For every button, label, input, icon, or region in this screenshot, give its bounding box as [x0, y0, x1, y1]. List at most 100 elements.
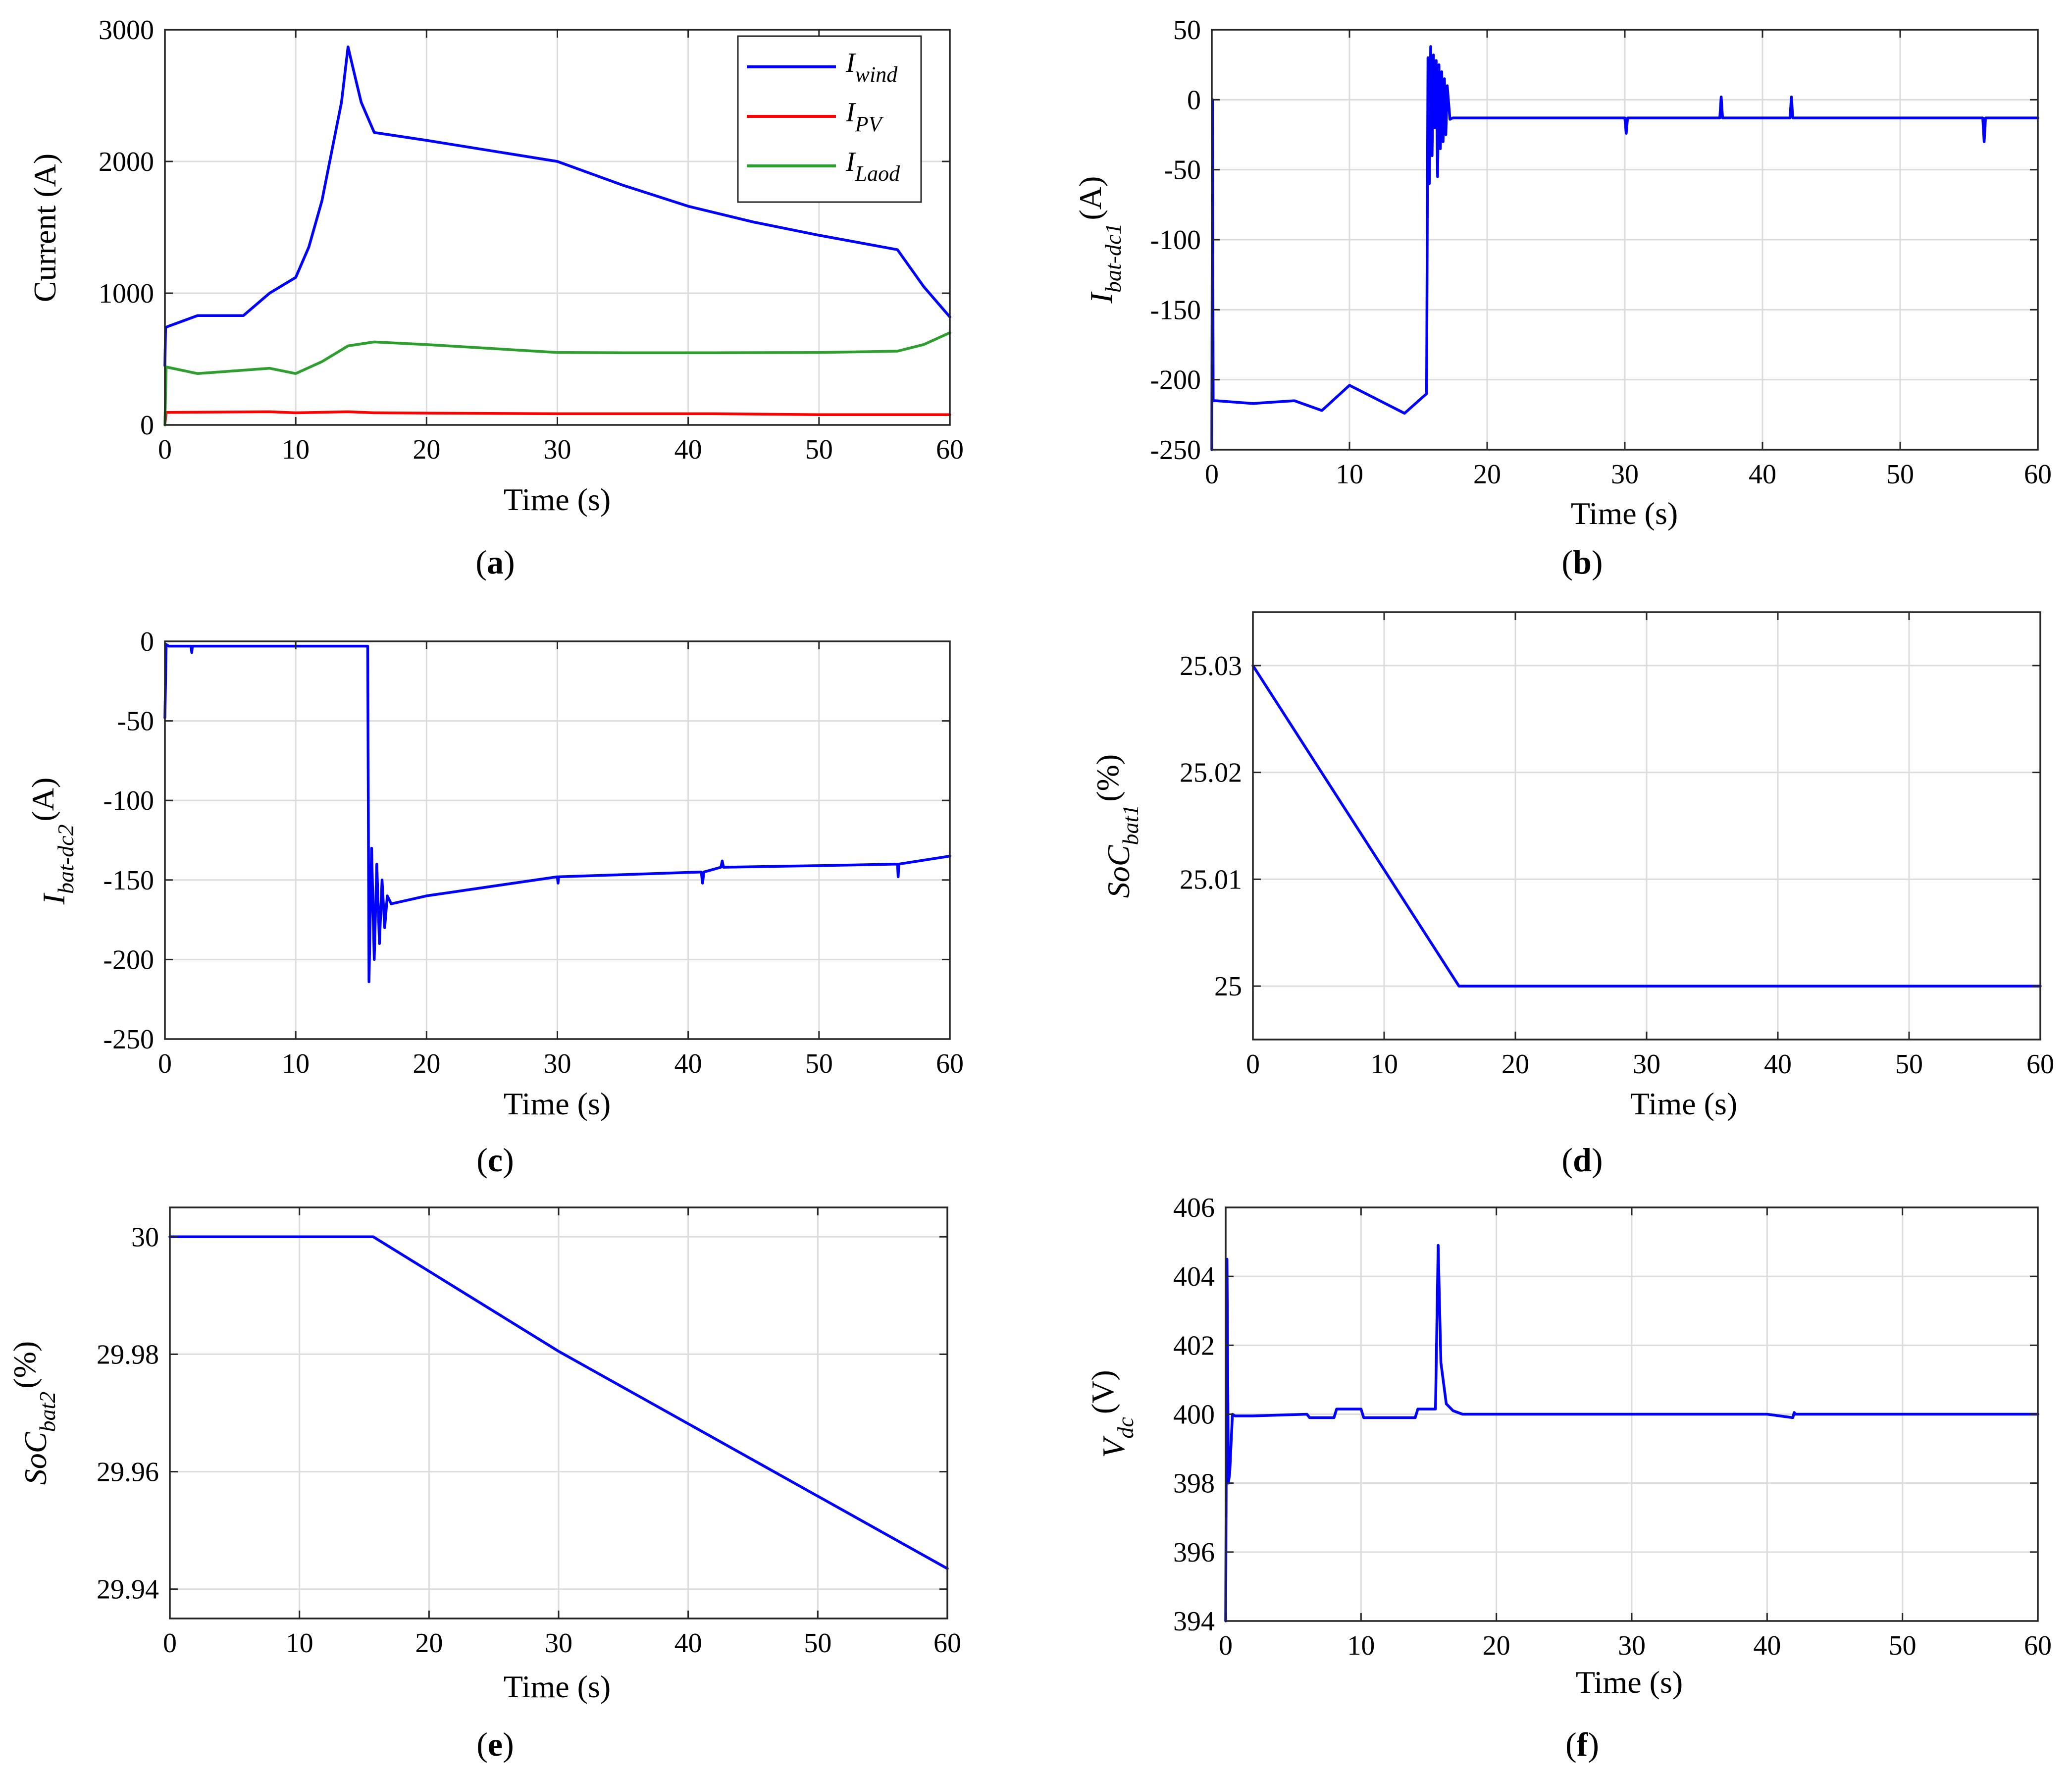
x-tick-label: 20 — [413, 1048, 440, 1079]
y-axis-label: SoCbat1(%) — [1090, 754, 1143, 898]
x-tick-label: 50 — [1886, 459, 1914, 490]
x-tick-label: 20 — [1483, 1630, 1510, 1661]
x-tick-label: 10 — [1336, 459, 1363, 490]
x-tick-label: 60 — [936, 434, 964, 465]
y-tick-label: 402 — [1173, 1330, 1215, 1361]
x-tick-label: 50 — [1889, 1630, 1917, 1661]
y-tick-label: -150 — [1150, 295, 1201, 325]
x-axis-label: Time (s) — [504, 1669, 611, 1704]
y-axis-label: Vdc(V) — [1085, 1370, 1138, 1458]
y-tick-label: 3000 — [99, 15, 154, 46]
x-tick-label: 10 — [282, 1048, 310, 1079]
chart-c: 0 10 20 30 40 50 60 -250 -200 -150 -100 -50 0 Time (s… — [25, 626, 964, 1179]
x-tick-label: 20 — [415, 1628, 443, 1659]
x-tick-label: 30 — [544, 1048, 571, 1079]
x-axis-label: Time (s) — [1576, 1665, 1683, 1700]
series-line-i-wind — [163, 45, 951, 367]
y-tick-label: -250 — [103, 1024, 154, 1055]
y-tick-label: -50 — [1164, 155, 1201, 186]
x-tick-label: 10 — [1347, 1630, 1375, 1661]
y-tick-label: 0 — [140, 410, 154, 441]
chart-b: 0 10 20 30 40 50 60 -250 -200 -150 -100 -50 0 50 Time … — [1073, 15, 2052, 581]
y-tick-label: -200 — [103, 944, 154, 975]
x-tick-label: 40 — [1749, 459, 1776, 490]
chart-d: 0 10 20 30 40 50 60 25 25.01 25.02 25.03 Time (s) So… — [1090, 611, 2054, 1179]
x-tick-label: 40 — [674, 434, 702, 465]
y-tick-label: -100 — [103, 785, 154, 816]
series-line-v-dc — [1224, 1244, 2039, 1622]
panel-caption: (d) — [1561, 1141, 1603, 1179]
x-tick-label: 0 — [1246, 1049, 1260, 1080]
x-tick-label: 30 — [1611, 459, 1639, 490]
legend-box — [737, 35, 922, 203]
y-tick-label: -250 — [1150, 435, 1201, 466]
x-tick-label: 10 — [286, 1628, 313, 1659]
x-tick-label: 30 — [544, 434, 571, 465]
y-tick-label: 30 — [131, 1222, 159, 1253]
y-tick-label: 400 — [1173, 1400, 1215, 1430]
x-tick-label: 20 — [1473, 459, 1501, 490]
chart-a: 0 10 20 30 40 50 60 0 1000 2000 3000 Time (s) Curren… — [27, 15, 964, 581]
y-tick-label: 398 — [1173, 1468, 1215, 1499]
x-axis-label: Time (s) — [1630, 1086, 1737, 1121]
x-tick-label: 20 — [413, 434, 440, 465]
legend-label: ILaod — [845, 147, 900, 186]
x-tick-label: 40 — [674, 1628, 702, 1659]
x-tick-label: 10 — [282, 434, 310, 465]
x-axis-label: Time (s) — [1571, 496, 1678, 531]
x-tick-label: 60 — [933, 1628, 961, 1659]
x-tick-label: 20 — [1502, 1049, 1529, 1080]
y-tick-label: 404 — [1173, 1261, 1215, 1292]
y-tick-label: 0 — [1187, 85, 1201, 115]
y-tick-label: 25 — [1214, 971, 1242, 1002]
x-tick-label: 10 — [1370, 1049, 1398, 1080]
x-tick-label: 30 — [1633, 1049, 1660, 1080]
x-tick-label: 0 — [158, 434, 172, 465]
legend-label: Iwind — [845, 48, 898, 87]
panel-caption: (b) — [1561, 543, 1603, 581]
x-tick-label: 40 — [1753, 1630, 1781, 1661]
y-tick-label: 25.02 — [1180, 758, 1242, 788]
x-tick-label: 0 — [1219, 1630, 1233, 1661]
series-line-i-bat-dc2 — [163, 643, 951, 984]
y-tick-label: 0 — [140, 626, 154, 657]
x-tick-label: 0 — [163, 1628, 177, 1659]
y-tick-label: 29.98 — [97, 1339, 159, 1370]
panel-caption: (f) — [1565, 1725, 1599, 1763]
series-line-i-bat-dc1 — [1210, 45, 2039, 451]
x-tick-label: 50 — [805, 434, 833, 465]
x-tick-label: 30 — [1618, 1630, 1646, 1661]
panel-caption: (a) — [475, 543, 515, 581]
x-tick-label: 0 — [158, 1048, 172, 1079]
x-tick-label: 50 — [805, 1048, 833, 1079]
x-tick-label: 30 — [545, 1628, 572, 1659]
x-tick-label: 50 — [1895, 1049, 1923, 1080]
y-axis-label: SoCbat2(%) — [7, 1341, 60, 1485]
y-tick-label: -200 — [1150, 365, 1201, 396]
chart-e: 0 10 20 30 40 50 60 29.94 29.96 29.98 30 Time (s) So… — [7, 1206, 961, 1763]
x-tick-label: 0 — [1205, 459, 1219, 490]
x-tick-label: 60 — [2024, 459, 2052, 490]
x-tick-label: 60 — [2026, 1049, 2054, 1080]
x-tick-label: 50 — [804, 1628, 831, 1659]
y-tick-label: 2000 — [99, 147, 154, 177]
y-tick-label: -50 — [117, 706, 154, 737]
panel-caption: (e) — [476, 1725, 514, 1763]
panel-caption: (c) — [476, 1141, 514, 1179]
legend-label: IPV — [845, 97, 884, 136]
x-tick-label: 60 — [2024, 1630, 2052, 1661]
y-tick-label: 29.94 — [97, 1574, 159, 1605]
legend: Iwind IPV ILaod — [737, 35, 922, 203]
x-axis-label: Time (s) — [504, 1086, 611, 1121]
y-tick-label: 29.96 — [97, 1457, 159, 1488]
x-tick-label: 40 — [674, 1048, 702, 1079]
y-tick-label: 394 — [1173, 1606, 1215, 1637]
series-line-soc-bat1 — [1251, 664, 2042, 988]
y-tick-label: 25.01 — [1180, 864, 1242, 895]
y-tick-label: 25.03 — [1180, 651, 1242, 681]
y-tick-label: 1000 — [99, 278, 154, 309]
x-tick-label: 60 — [936, 1048, 964, 1079]
x-tick-label: 40 — [1764, 1049, 1792, 1080]
x-axis-label: Time (s) — [504, 482, 611, 517]
